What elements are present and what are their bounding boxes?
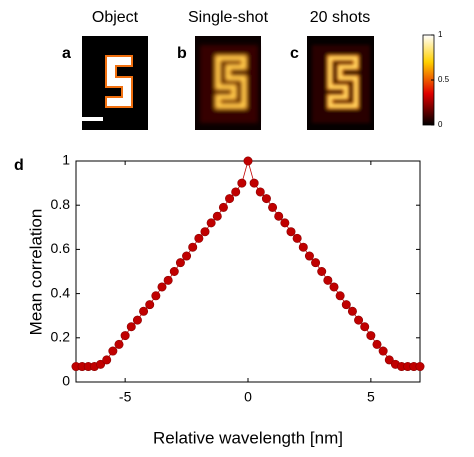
y-tick-label: 0.8 <box>51 196 71 212</box>
data-point <box>298 242 308 252</box>
data-point <box>255 187 265 197</box>
data-point <box>261 194 271 204</box>
y-tick-label: 0.4 <box>51 284 71 300</box>
data-point <box>372 339 382 349</box>
data-point <box>145 300 155 310</box>
data-point <box>188 242 198 252</box>
data-point <box>335 291 345 301</box>
data-point <box>286 227 296 237</box>
data-point <box>311 258 321 268</box>
data-point <box>231 187 241 197</box>
data-point <box>114 339 124 349</box>
data-point <box>182 251 192 261</box>
x-tick-label: 5 <box>367 389 375 405</box>
y-tick-label: 0.2 <box>51 329 71 345</box>
data-point <box>366 331 376 341</box>
data-point <box>218 202 228 212</box>
data-point <box>200 227 210 237</box>
scale-bar <box>82 117 103 121</box>
y-axis-label: Mean correlation <box>26 209 45 336</box>
data-point <box>163 275 173 285</box>
data-point <box>132 315 142 325</box>
data-point <box>329 282 339 292</box>
y-tick-label: 0 <box>62 373 70 389</box>
y-tick-label: 1 <box>62 152 70 168</box>
panel-title: Object <box>92 9 139 26</box>
data-point <box>169 266 179 276</box>
colorbar-tick-label: 0.5 <box>438 75 450 84</box>
panel-title: 20 shots <box>310 9 370 26</box>
data-point <box>126 322 136 332</box>
object-glyph <box>105 55 133 108</box>
data-point <box>378 346 388 356</box>
data-point <box>347 306 357 316</box>
data-point <box>151 291 161 301</box>
data-point <box>212 211 222 221</box>
data-point <box>274 211 284 221</box>
colorbar-tick-label: 1 <box>438 30 443 39</box>
panel-letter: d <box>14 157 24 174</box>
plot-frame <box>75 160 421 383</box>
data-point <box>237 178 247 188</box>
data-point <box>384 355 394 365</box>
panel-title: Single-shot <box>188 9 269 26</box>
colorbar-tick-label: 0 <box>438 120 443 129</box>
x-tick-label: 0 <box>244 389 252 405</box>
data-point <box>323 275 333 285</box>
panel-letter: b <box>177 45 187 62</box>
data-point <box>249 178 259 188</box>
data-point <box>415 362 425 372</box>
data-point <box>292 233 302 243</box>
panel-letter: a <box>62 45 71 62</box>
data-point <box>243 156 253 166</box>
data-point <box>360 322 370 332</box>
data-point <box>354 315 364 325</box>
y-tick-label: 0.6 <box>51 240 71 256</box>
data-point <box>157 282 167 292</box>
data-point <box>341 300 351 310</box>
data-point <box>317 266 327 276</box>
data-point <box>108 346 118 356</box>
data-point <box>304 251 314 261</box>
data-point <box>96 359 106 369</box>
data-point <box>139 306 149 316</box>
data-point <box>102 355 112 365</box>
data-point <box>175 258 185 268</box>
panel-letter: c <box>290 45 299 62</box>
data-point <box>268 202 278 212</box>
data-point <box>194 233 204 243</box>
x-tick-label: -5 <box>119 389 132 405</box>
single-shot-glyph <box>200 45 258 123</box>
x-axis-label: Relative wavelength [nm] <box>153 428 343 447</box>
data-point <box>225 194 235 204</box>
data-point <box>206 218 216 228</box>
data-point <box>280 218 290 228</box>
data-point <box>120 331 130 341</box>
multi-shot-glyph <box>312 45 370 123</box>
